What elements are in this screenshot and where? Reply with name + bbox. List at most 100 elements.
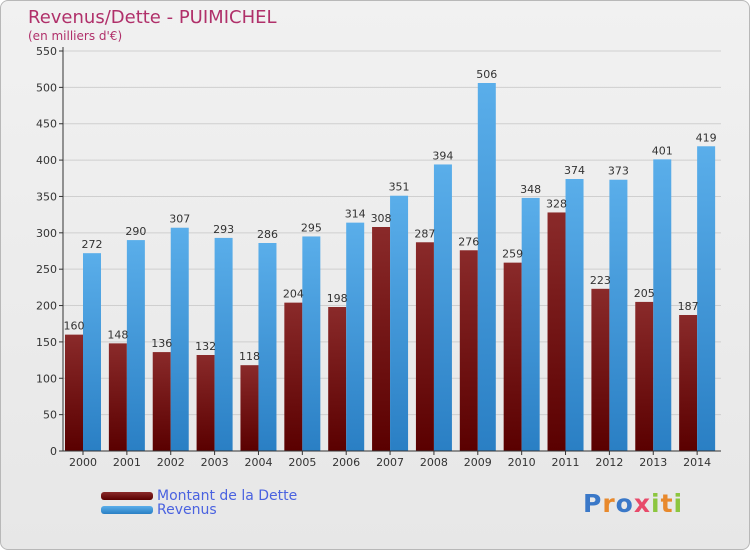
data-label-debt: 118	[239, 350, 260, 363]
x-tick-label: 2007	[376, 456, 404, 469]
x-tick-label: 2014	[683, 456, 711, 469]
data-label-debt: 223	[590, 274, 611, 287]
bar-debt	[108, 343, 127, 451]
data-label-revenus: 314	[345, 208, 366, 221]
x-tick-label: 2013	[639, 456, 667, 469]
y-tick-label: 250	[36, 263, 57, 276]
data-label-debt: 160	[64, 320, 85, 333]
data-label-revenus: 293	[213, 223, 234, 236]
data-label-debt: 287	[414, 227, 435, 240]
logo-letter: o	[615, 489, 634, 518]
data-label-debt: 136	[151, 337, 172, 350]
data-label-debt: 308	[371, 212, 392, 225]
bar-revenus	[697, 146, 716, 452]
bar-revenus	[433, 164, 452, 452]
x-tick-label: 2006	[332, 456, 360, 469]
data-label-revenus: 348	[520, 183, 541, 196]
logo-letter: P	[583, 489, 603, 518]
bar-debt	[679, 315, 698, 451]
proxiti-logo: Proxiti	[583, 489, 683, 518]
bar-revenus	[170, 227, 189, 451]
bar-revenus	[521, 197, 540, 451]
bar-debt	[284, 302, 303, 451]
bar-revenus	[346, 222, 365, 451]
legend-label-debt: Montant de la Dette	[157, 488, 298, 504]
data-label-debt: 187	[678, 300, 699, 313]
data-label-revenus: 373	[608, 165, 629, 178]
bar-revenus	[609, 179, 628, 451]
bar-debt	[328, 307, 347, 451]
bar-revenus	[390, 195, 409, 451]
y-tick-label: 100	[36, 372, 57, 385]
legend-item-revenus: Revenus	[101, 502, 217, 518]
data-label-debt: 259	[502, 248, 523, 261]
bar-revenus	[258, 243, 277, 451]
x-tick-label: 2002	[157, 456, 185, 469]
bar-revenus	[302, 236, 321, 451]
y-tick-label: 350	[36, 190, 57, 203]
y-tick-label: 400	[36, 154, 57, 167]
data-label-revenus: 506	[476, 68, 497, 81]
data-label-revenus: 307	[169, 213, 190, 226]
bar-debt	[547, 212, 566, 451]
bar-revenus	[126, 240, 145, 451]
bar-revenus	[83, 253, 101, 451]
bar-debt	[459, 250, 478, 451]
data-label-revenus: 374	[564, 164, 585, 177]
data-label-debt: 205	[634, 287, 655, 300]
x-tick-label: 2001	[113, 456, 141, 469]
bar-revenus	[214, 237, 233, 451]
legend-swatch-debt	[101, 492, 153, 500]
data-label-debt: 204	[283, 288, 304, 301]
x-tick-label: 2005	[288, 456, 316, 469]
logo-letter: i	[673, 489, 684, 518]
data-label-revenus: 394	[432, 149, 453, 162]
y-tick-label: 300	[36, 227, 57, 240]
x-tick-label: 2003	[201, 456, 229, 469]
y-tick-label: 0	[50, 445, 57, 458]
bar-debt	[196, 355, 215, 451]
logo-letter: r	[602, 489, 616, 518]
data-label-revenus: 295	[301, 221, 322, 234]
bar-chart: 160 272 148 290 136 307 132 293 118 286 204 295 198 3…	[36, 45, 721, 469]
bar-debt	[240, 365, 259, 451]
bar-debt	[65, 334, 83, 451]
chart-title: Revenus/Dette - PUIMICHEL	[28, 7, 277, 28]
bar-revenus	[653, 159, 672, 451]
data-label-revenus: 401	[652, 144, 673, 157]
data-label-debt: 276	[458, 235, 479, 248]
legend-swatch-revenus	[101, 506, 153, 514]
data-label-debt: 198	[327, 292, 348, 305]
x-tick-label: 2000	[69, 456, 97, 469]
bar-debt	[372, 227, 391, 451]
logo-letter: i	[651, 489, 661, 518]
x-tick-label: 2004	[244, 456, 272, 469]
data-label-debt: 328	[546, 197, 567, 210]
x-tick-label: 2009	[464, 456, 492, 469]
y-tick-label: 550	[36, 45, 57, 58]
bar-debt	[415, 242, 434, 451]
y-tick-label: 200	[36, 300, 57, 313]
logo-letter: t	[660, 489, 674, 518]
logo-letter: x	[633, 489, 651, 518]
y-tick-label: 450	[36, 118, 57, 131]
bar-debt	[591, 288, 610, 451]
y-tick-label: 50	[43, 409, 57, 422]
bar-debt	[503, 262, 522, 451]
data-label-debt: 132	[195, 340, 216, 353]
legend-label-revenus: Revenus	[157, 502, 217, 518]
x-tick-label: 2008	[420, 456, 448, 469]
data-label-revenus: 290	[125, 225, 146, 238]
x-tick-label: 2011	[552, 456, 580, 469]
x-tick-label: 2012	[595, 456, 623, 469]
data-label-revenus: 419	[696, 131, 717, 144]
data-label-revenus: 351	[389, 181, 410, 194]
x-tick-label: 2010	[508, 456, 536, 469]
y-tick-label: 150	[36, 336, 57, 349]
bar-debt	[152, 352, 171, 451]
bar-revenus	[565, 179, 584, 451]
chart-subtitle: (en milliers d'€)	[28, 29, 123, 43]
data-label-revenus: 272	[82, 238, 103, 251]
bar-revenus	[477, 83, 496, 451]
